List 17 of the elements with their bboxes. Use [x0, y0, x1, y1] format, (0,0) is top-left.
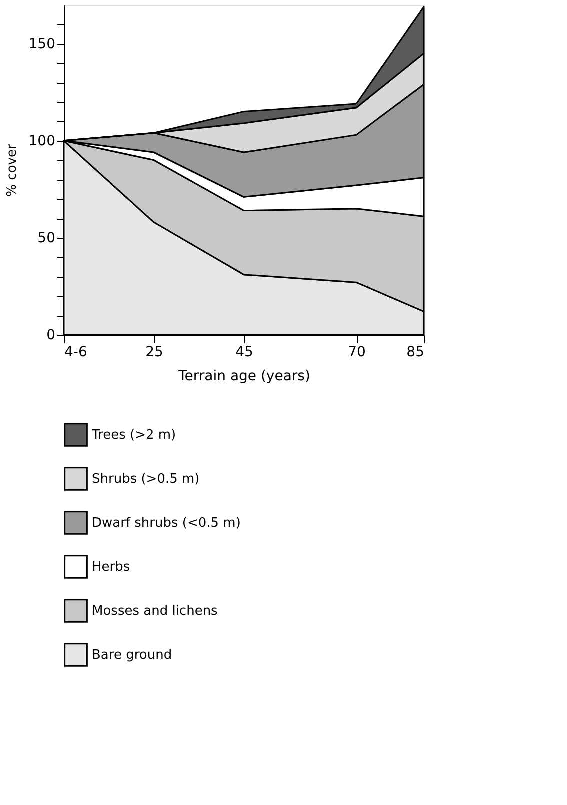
legend-label: Herbs	[92, 560, 130, 575]
y-tick-label: 150	[28, 36, 56, 52]
legend-label: Mosses and lichens	[92, 604, 218, 619]
y-tick-label: 0	[46, 328, 56, 344]
x-axis-title: Terrain age (years)	[178, 368, 310, 384]
legend-label: Trees (>2 m)	[91, 428, 176, 443]
x-tick-label: 85	[406, 344, 424, 360]
y-tick-label: 50	[38, 230, 56, 246]
x-tick-label: 25	[146, 344, 164, 360]
x-tick-label: 70	[348, 344, 366, 360]
x-tick-label: 4-6	[64, 344, 88, 360]
y-axis-title: % cover	[4, 144, 20, 197]
x-tick-label: 45	[236, 344, 254, 360]
legend-label: Dwarf shrubs (<0.5 m)	[92, 516, 241, 531]
y-tick-label: 100	[28, 133, 56, 150]
legend-label: Bare ground	[92, 648, 172, 663]
legend-label: Shrubs (>0.5 m)	[92, 472, 200, 487]
